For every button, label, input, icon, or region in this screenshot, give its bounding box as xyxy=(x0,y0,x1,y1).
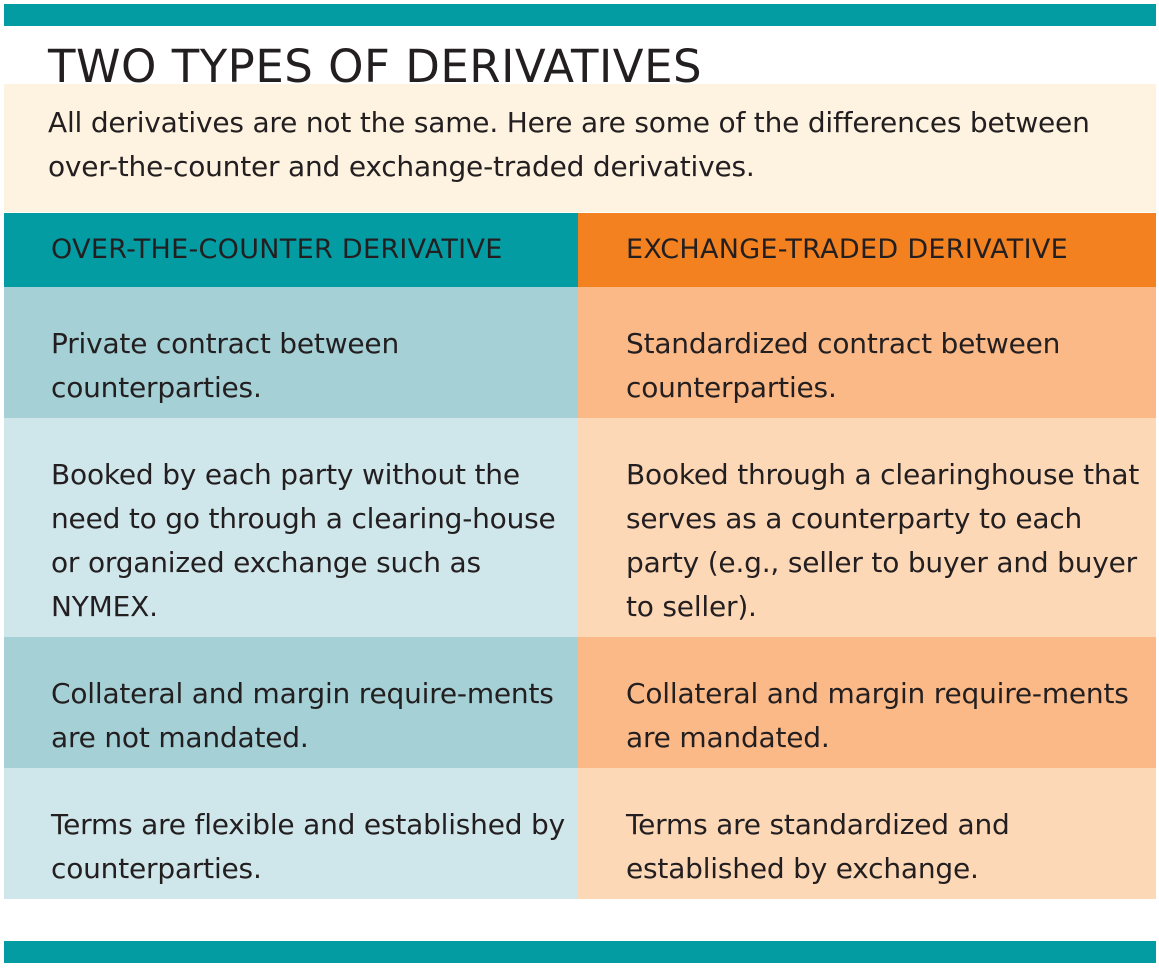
bottom-accent-bar xyxy=(4,941,1156,963)
table-row: Booked by each party without the need to… xyxy=(4,418,1156,637)
exchange-cell: Booked through a clearinghouse that serv… xyxy=(578,418,1156,637)
table-row: Collateral and margin require-ments are … xyxy=(4,637,1156,768)
otc-cell: Private contract between counterparties. xyxy=(4,287,578,418)
header-exchange-traded: EXCHANGE-TRADED DERIVATIVE xyxy=(578,213,1156,287)
table-row: Terms are flexible and established by co… xyxy=(4,768,1156,899)
intro-text: All derivatives are not the same. Here a… xyxy=(48,106,1090,183)
top-accent-bar xyxy=(4,4,1156,26)
table-header-row: OVER-THE-COUNTER DERIVATIVE EXCHANGE-TRA… xyxy=(4,213,1156,287)
comparison-table: OVER-THE-COUNTER DERIVATIVE EXCHANGE-TRA… xyxy=(4,213,1156,899)
otc-cell: Booked by each party without the need to… xyxy=(4,418,578,637)
header-otc: OVER-THE-COUNTER DERIVATIVE xyxy=(4,213,578,287)
exchange-cell: Terms are standardized and established b… xyxy=(578,768,1156,899)
otc-cell: Collateral and margin require-ments are … xyxy=(4,637,578,768)
exchange-cell: Collateral and margin require-ments are … xyxy=(578,637,1156,768)
intro-panel: All derivatives are not the same. Here a… xyxy=(4,84,1156,212)
otc-cell: Terms are flexible and established by co… xyxy=(4,768,578,899)
exchange-cell: Standardized contract between counterpar… xyxy=(578,287,1156,418)
table-row: Private contract between counterparties.… xyxy=(4,287,1156,418)
